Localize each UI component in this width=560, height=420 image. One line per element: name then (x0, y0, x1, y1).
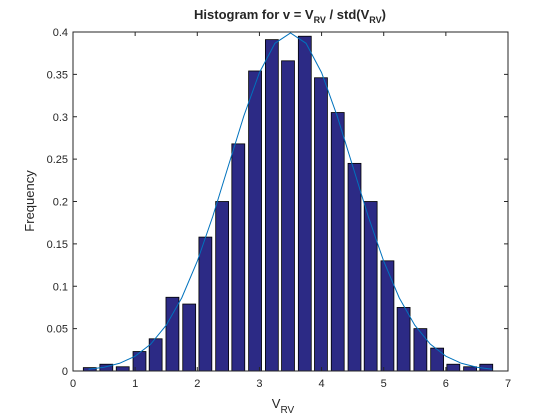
x-axis-label: VRV (272, 396, 295, 416)
x-tick-label: 4 (319, 378, 325, 390)
bar (380, 260, 395, 372)
x-tick-label: 7 (505, 378, 511, 390)
bar (215, 201, 230, 372)
title-subscript: RV (314, 15, 326, 25)
bar (115, 366, 130, 372)
title-part: Histogram for v = V (194, 7, 314, 22)
y-tick-label: 0.15 (47, 239, 68, 251)
xlabel-part: V (272, 396, 281, 411)
x-tick-label: 3 (256, 378, 262, 390)
bar (396, 307, 411, 372)
bar (446, 363, 461, 372)
chart-title: Histogram for v = VRV / std(VRV) (194, 7, 386, 25)
x-tick-label: 6 (443, 378, 449, 390)
bar (430, 347, 445, 372)
y-tick-label: 0.2 (53, 197, 68, 209)
x-tick-label: 1 (132, 378, 138, 390)
bar (347, 162, 362, 372)
bar (248, 70, 262, 372)
y-tick-label: 0.35 (47, 69, 68, 81)
title-part: ) (382, 7, 386, 22)
x-tick-label: 0 (70, 378, 76, 390)
bar (281, 60, 295, 372)
y-tick-label: 0.25 (47, 154, 68, 166)
y-tick-label: 0 (62, 366, 68, 378)
bar (314, 77, 328, 372)
y-tick-label: 0.05 (47, 324, 68, 336)
bar (182, 303, 197, 372)
title-part: / std(V (326, 7, 370, 22)
x-tick-label: 2 (194, 378, 200, 390)
x-tick-label: 5 (381, 378, 387, 390)
bar (231, 143, 246, 372)
bar (297, 35, 312, 372)
bar (198, 236, 213, 372)
y-tick-label: 0.3 (53, 112, 68, 124)
bar (363, 201, 378, 372)
bar (463, 366, 477, 372)
y-tick-label: 0.1 (53, 281, 68, 293)
title-subscript: RV (369, 15, 381, 25)
bar (413, 328, 428, 372)
y-tick-label: 0.4 (53, 27, 68, 39)
bar (330, 112, 345, 372)
bar (264, 39, 279, 372)
fit-line (88, 32, 493, 370)
y-axis-label: Frequency (22, 170, 37, 232)
bar (165, 296, 180, 372)
xlabel-subscript: RV (280, 405, 294, 416)
